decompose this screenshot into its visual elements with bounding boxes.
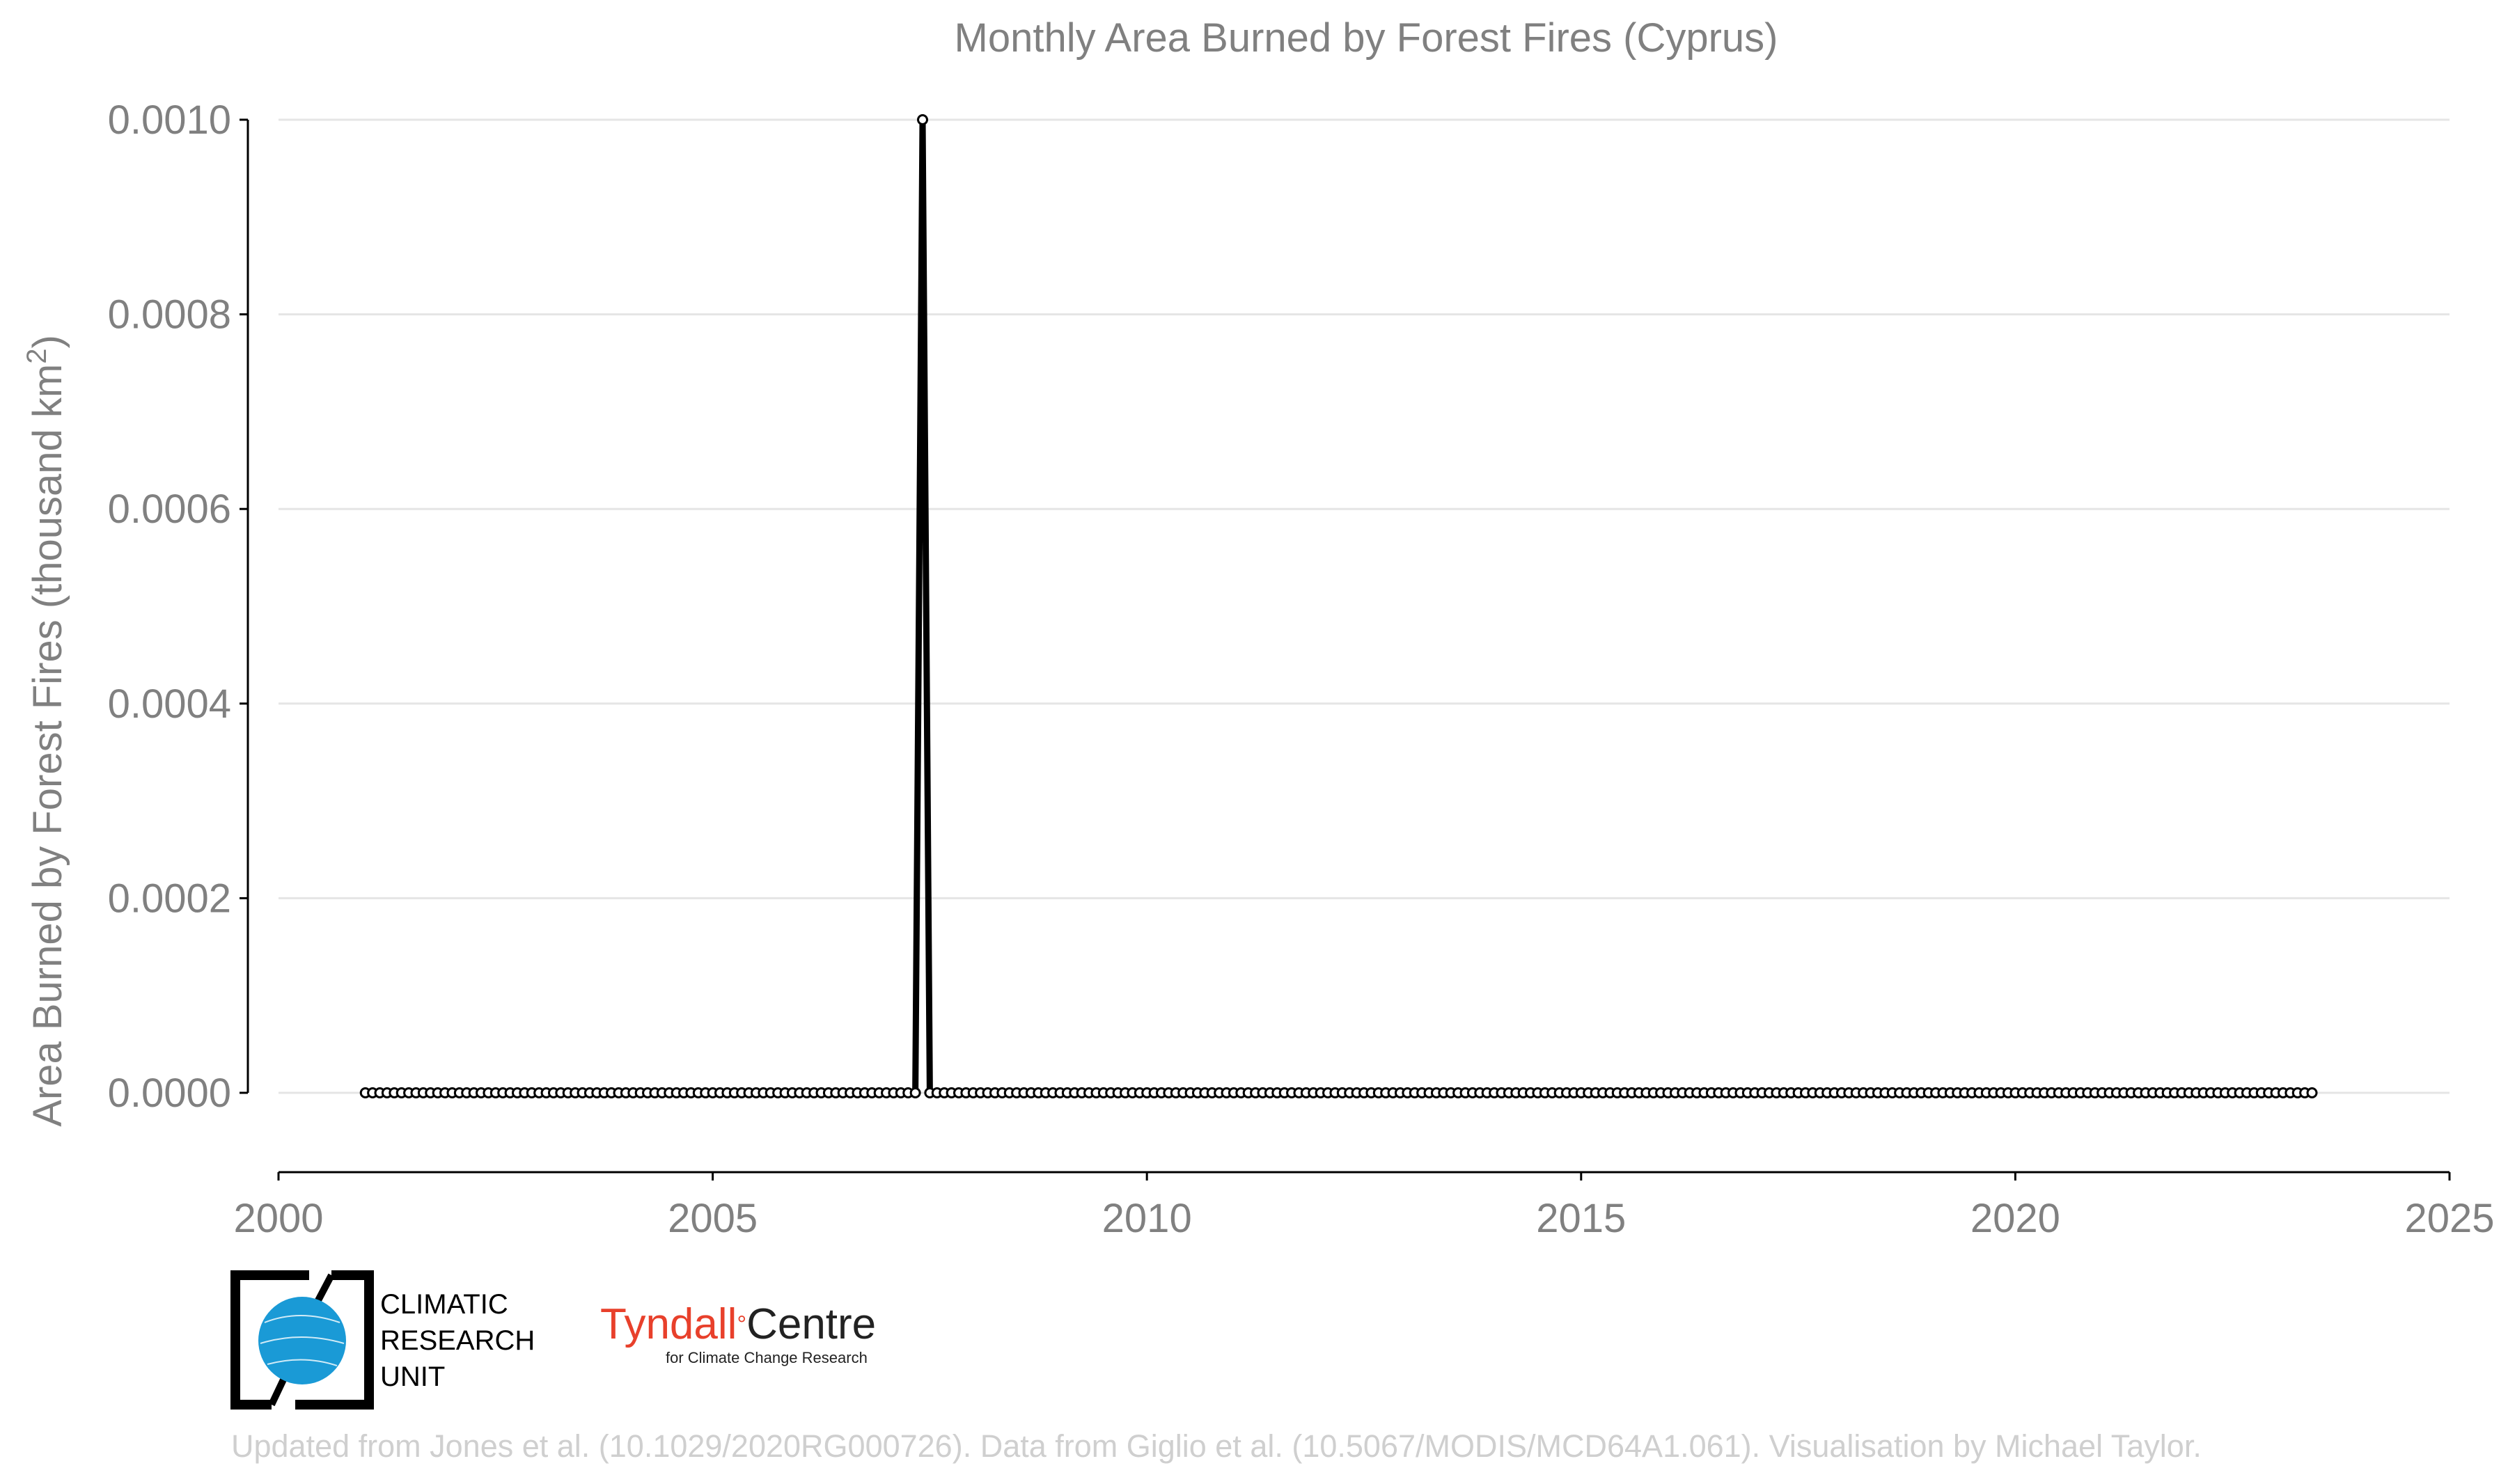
credit-text: Updated from Jones et al. (10.1029/2020R… bbox=[231, 1428, 2202, 1464]
series-markers bbox=[359, 114, 2318, 1098]
x-tick-label: 2005 bbox=[668, 1196, 758, 1241]
y-tick-label: 0.0010 bbox=[108, 97, 231, 143]
cru-bracket-left bbox=[230, 1270, 309, 1410]
y-axis-label: Area Burned by Forest Fires (thousand km… bbox=[22, 335, 70, 1127]
x-tick-label: 2015 bbox=[1536, 1196, 1626, 1241]
cru-logo bbox=[230, 1270, 374, 1410]
y-tick-label: 0.0006 bbox=[108, 487, 231, 532]
tyndall-subtitle: for Climate Change Research bbox=[666, 1349, 868, 1366]
cru-bracket-right bbox=[295, 1270, 374, 1410]
axes bbox=[246, 120, 2450, 1174]
tyndall-name-b: Centre bbox=[746, 1300, 877, 1348]
y-tick-label: 0.0004 bbox=[108, 681, 231, 727]
x-tick-label: 2025 bbox=[2404, 1196, 2494, 1241]
y-tick-label: 0.0002 bbox=[108, 876, 231, 921]
y-axis-label-text: Area Burned by Forest Fires (thousand km bbox=[25, 364, 70, 1127]
tyndall-name: Tyndall°Centre bbox=[600, 1302, 876, 1348]
tyndall-degree: ° bbox=[737, 1311, 747, 1338]
cru-logo-text: CLIMATIC RESEARCH UNIT bbox=[380, 1286, 535, 1395]
series-path bbox=[365, 119, 2312, 1096]
y-tick-label: 0.0000 bbox=[108, 1071, 231, 1116]
y-axis-ticks: 0.0000 0.0002 0.0004 0.0006 0.0008 0.0010 bbox=[108, 97, 248, 1116]
cru-line-1: CLIMATIC bbox=[380, 1289, 508, 1320]
cru-bracket-slash-bottom bbox=[268, 1376, 288, 1407]
x-tick-label: 2000 bbox=[233, 1196, 323, 1241]
chart-title: Monthly Area Burned by Forest Fires (Cyp… bbox=[955, 15, 1778, 61]
data-point bbox=[2306, 1087, 2318, 1098]
grid-lines bbox=[279, 118, 2450, 1094]
y-axis-label-sup: 2 bbox=[22, 349, 52, 364]
x-tick-label: 2010 bbox=[1102, 1196, 1192, 1241]
data-point bbox=[909, 1087, 921, 1098]
x-axis-ticks: 2000 2005 2010 2015 2020 2025 bbox=[233, 1172, 2495, 1241]
cru-line-2: RESEARCH bbox=[380, 1325, 535, 1356]
y-axis-label-end: ) bbox=[25, 335, 70, 348]
cru-bracket-slash-top bbox=[314, 1273, 335, 1304]
globe-lines bbox=[260, 1315, 345, 1366]
tyndall-name-a: Tyndall bbox=[600, 1300, 737, 1348]
data-point bbox=[917, 114, 929, 125]
cru-line-3: UNIT bbox=[380, 1361, 446, 1392]
y-tick-label: 0.0008 bbox=[108, 292, 231, 338]
tyndall-logo: Tyndall°Centre for Climate Change Resear… bbox=[600, 1302, 876, 1367]
x-tick-label: 2020 bbox=[1970, 1196, 2060, 1241]
series-line bbox=[365, 119, 2312, 1096]
